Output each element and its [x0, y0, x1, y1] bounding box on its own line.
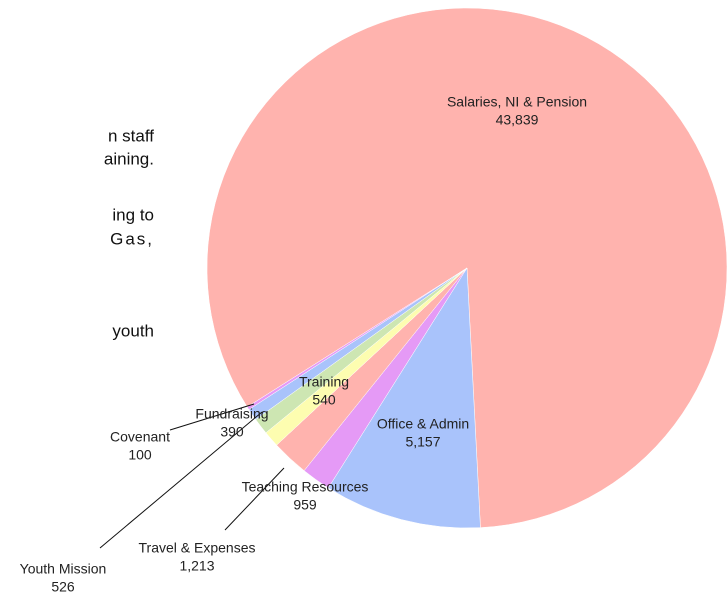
pie-slice: [327, 267, 481, 529]
slice-label: Covenant: [110, 429, 170, 445]
slice-label: Youth Mission: [20, 561, 107, 577]
text-fragment: Gas,: [110, 229, 154, 248]
value-label: 5,157: [405, 434, 440, 450]
value-label: 540: [312, 392, 336, 408]
leader-line: [169, 403, 255, 431]
slice-label: Fundraising: [195, 406, 268, 422]
value-label: 526: [51, 579, 75, 593]
text-fragment: ing to: [112, 205, 154, 224]
slice-label: Office & Admin: [377, 416, 469, 432]
leader-line: [224, 467, 285, 531]
text-fragment: aining.: [104, 149, 154, 168]
leader-lines: [99, 403, 285, 549]
value-label: 100: [128, 447, 152, 463]
slice-label: Teaching Resources: [242, 479, 369, 495]
value-label: 43,839: [496, 112, 539, 128]
value-label: 390: [220, 424, 244, 440]
value-label: 1,213: [179, 558, 214, 574]
slice-label: Salaries, NI & Pension: [447, 94, 587, 110]
pie-slice: [246, 267, 468, 410]
slice-label: Travel & Expenses: [139, 540, 256, 556]
pie: [206, 7, 728, 529]
value-label: 959: [293, 497, 317, 513]
slice-label: Training: [299, 374, 349, 390]
text-fragment: n staff: [108, 126, 154, 145]
leader-line: [99, 411, 263, 549]
text-fragment: youth: [112, 321, 154, 340]
